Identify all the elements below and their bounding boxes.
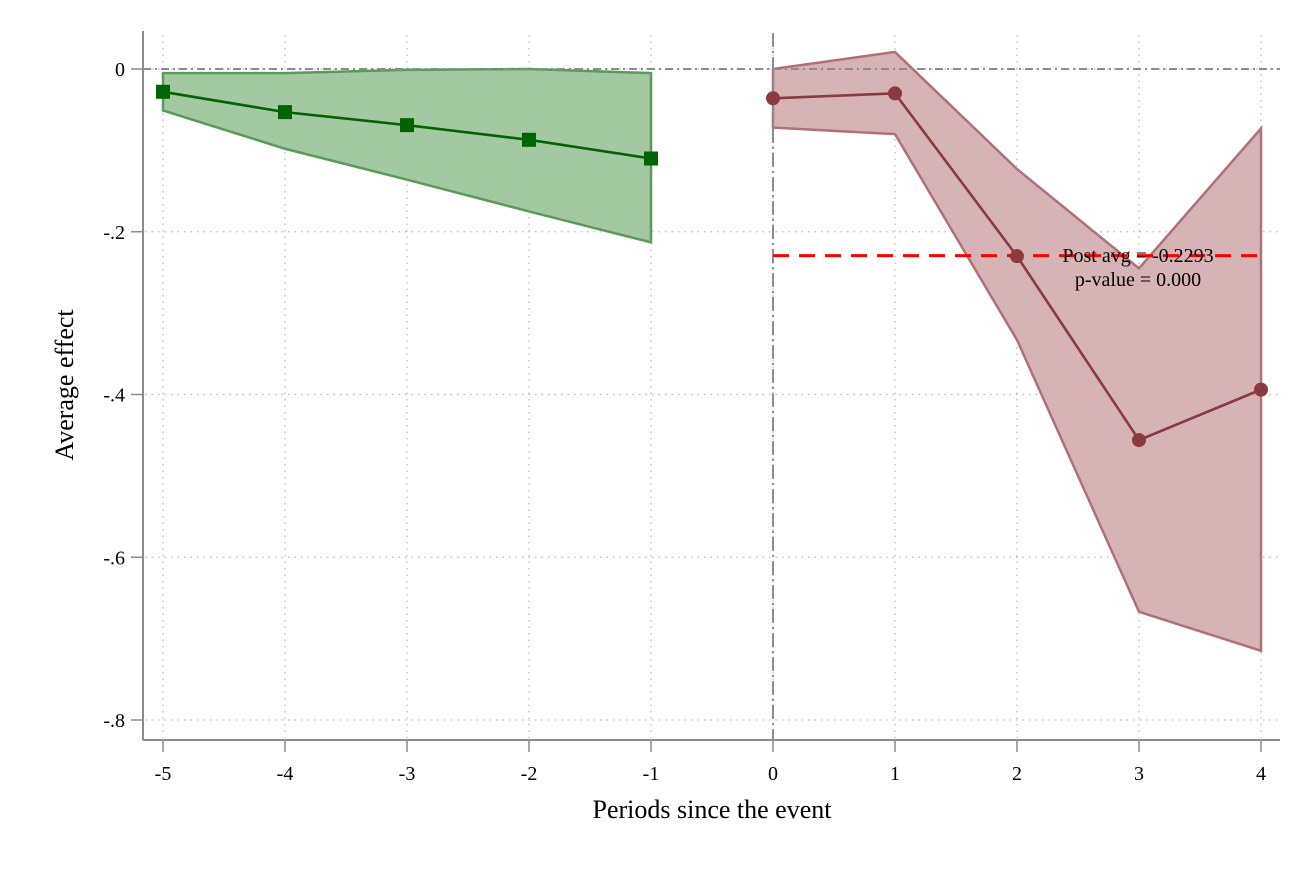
y-tick-label: -.6 [103,547,125,569]
data-point-circle [1010,249,1024,264]
confidence-bands [161,50,1263,653]
x-tick-label: 3 [1134,763,1144,785]
post-average-annotation: Post avg = -0.2293 [1062,245,1213,267]
ci-band-pre [161,67,653,244]
y-axis-title: Average effect [50,309,79,461]
data-point-square [522,132,536,147]
x-tick-label: 4 [1256,763,1266,785]
x-tick-label: -1 [643,763,660,785]
data-point-square [644,151,658,166]
axes [131,31,1280,752]
x-tick-label: 1 [890,763,900,785]
data-point-circle [766,91,780,106]
x-tick-label: 2 [1012,763,1022,785]
x-tick-label: -3 [399,763,416,785]
data-point-circle [888,86,902,101]
x-tick-label: -4 [277,763,294,785]
p-value-annotation: p-value = 0.000 [1075,269,1201,291]
data-point-circle [1132,433,1146,448]
y-tick-label: -.8 [103,710,125,732]
data-point-square [156,84,170,99]
y-tick-label: -.4 [103,385,125,407]
y-tick-label: -.2 [103,222,125,244]
tick-labels: -5 -4 -3 -2 -1 0 1 2 3 4 0 -.2 -.4 -.6 -.8 [103,59,1266,785]
x-tick-label: -5 [155,763,172,785]
data-point-square [400,118,414,133]
x-tick-label: 0 [768,763,778,785]
data-point-circle [1254,382,1268,397]
ci-band-post [771,50,1263,653]
reference-lines [143,33,1280,740]
series-markers [156,84,1268,448]
data-point-square [278,105,292,120]
y-tick-label: 0 [115,59,125,81]
x-tick-label: -2 [521,763,538,785]
x-axis-title: Periods since the event [593,795,833,824]
